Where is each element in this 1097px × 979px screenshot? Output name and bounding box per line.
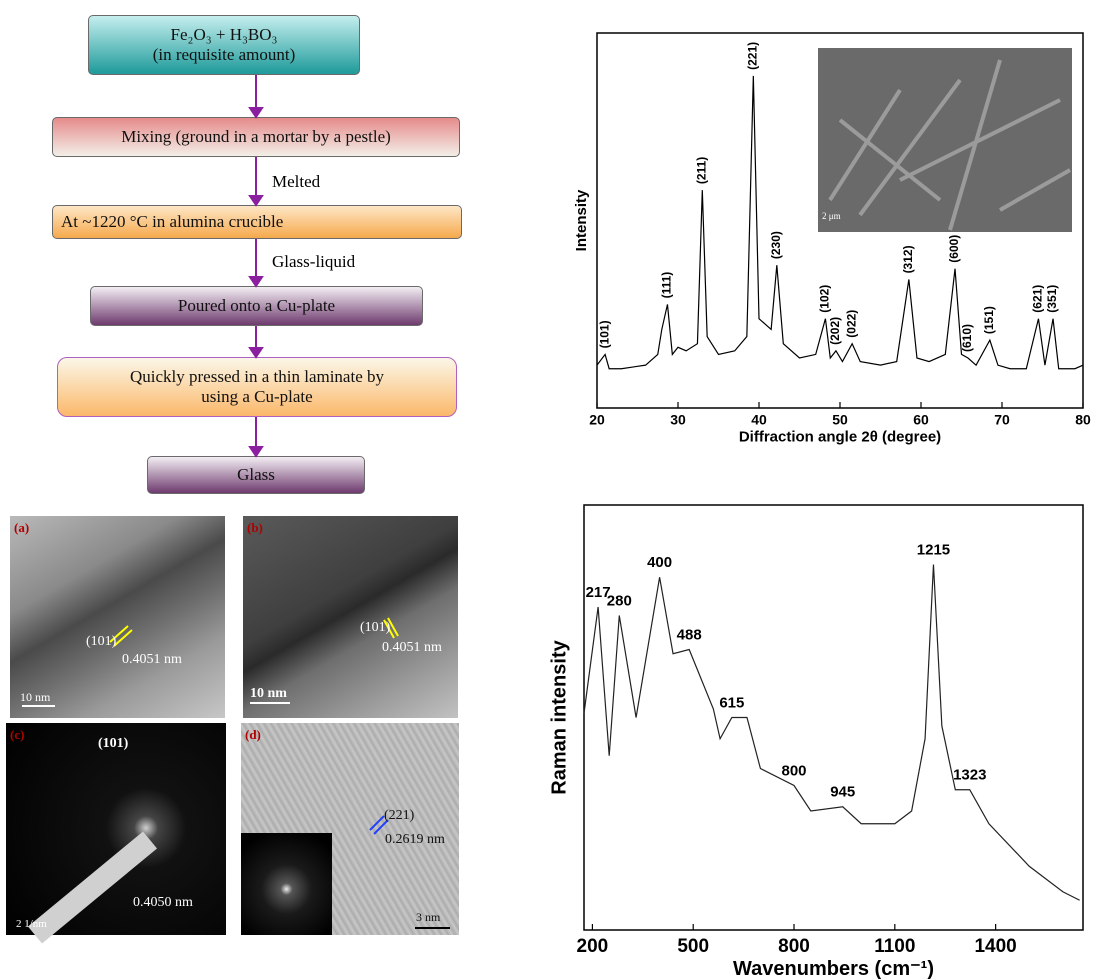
peak-label: (610) xyxy=(960,324,974,352)
x-axis-title: Diffraction angle 2θ (degree) xyxy=(739,428,941,445)
y-axis-title: Intensity xyxy=(573,189,590,251)
node-text: At ~1220 °C in alumina crucible xyxy=(61,211,284,231)
flow-node: At ~1220 °C in alumina crucible xyxy=(52,205,462,239)
spacing-label: 0.4051 nm xyxy=(382,640,442,655)
x-tick-label: 30 xyxy=(670,411,686,427)
flow-node: Quickly pressed in a thin laminate by us… xyxy=(57,357,457,417)
x-tick-label: 20 xyxy=(589,411,605,427)
peak-label: 800 xyxy=(782,762,807,779)
x-tick-label: 1400 xyxy=(974,936,1016,957)
scale-label: 10 nm xyxy=(250,686,287,701)
plane-label: (101) xyxy=(98,736,129,751)
x-tick-label: 80 xyxy=(1075,411,1091,427)
node-text: Poured onto a Cu-plate xyxy=(177,295,336,315)
panel-label: (a) xyxy=(14,520,30,535)
peak-label: 1215 xyxy=(917,541,950,558)
peak-label: (312) xyxy=(901,245,915,273)
peak-label: (600) xyxy=(947,235,961,263)
inset-scale-label: 2 μm xyxy=(822,211,841,221)
flow-node: Fe₂O₃ + H₃BO₃ (in requisite amount) xyxy=(88,15,360,75)
node-text: (in requisite amount) xyxy=(152,45,296,64)
peak-label: 945 xyxy=(830,784,855,801)
x-tick-label: 70 xyxy=(994,411,1010,427)
x-tick-label: 50 xyxy=(832,411,848,427)
peak-label: (022) xyxy=(844,310,858,338)
plane-label: (101) xyxy=(360,620,391,635)
plane-label: (101) xyxy=(86,634,117,649)
peak-label: (202) xyxy=(828,317,842,345)
fft-inset xyxy=(241,833,332,935)
node-text: Quickly pressed in a thin laminate by xyxy=(130,366,384,386)
lattice-markers xyxy=(22,617,450,944)
plot-frame xyxy=(583,504,1084,931)
saed-image xyxy=(6,723,226,935)
peak-label: (230) xyxy=(769,231,783,259)
peak-label: 488 xyxy=(677,626,702,643)
peak-label: (211) xyxy=(694,157,708,184)
panel-label: (b) xyxy=(247,520,263,535)
sem-inset xyxy=(818,48,1072,232)
flow-node: Mixing (ground in a mortar by a pestle) xyxy=(52,117,460,157)
spacing-label: 0.4050 nm xyxy=(133,895,193,910)
peak-label: (102) xyxy=(818,285,832,313)
node-text: using a Cu-plate xyxy=(201,387,313,406)
peak-label: (101) xyxy=(597,320,611,348)
sem-texture xyxy=(828,59,1071,231)
spacing-label: 0.2619 nm xyxy=(385,832,445,847)
peak-label: (221) xyxy=(746,42,760,70)
edge-label: Melted xyxy=(272,172,321,191)
x-tick-label: 40 xyxy=(751,411,767,427)
data-line xyxy=(596,75,1084,370)
edge-label: Glass-liquid xyxy=(272,252,356,271)
peak-label: 615 xyxy=(719,694,744,711)
node-text: Mixing (ground in a mortar by a pestle) xyxy=(121,126,391,146)
tem-image xyxy=(243,516,458,718)
plane-label: (221) xyxy=(384,808,415,823)
scale-label: 3 nm xyxy=(416,910,441,924)
spacing-label: 0.4051 nm xyxy=(122,652,182,667)
x-tick-label: 800 xyxy=(778,936,810,957)
x-tick-label: 60 xyxy=(913,411,929,427)
scale-label: 2 1/nm xyxy=(16,918,47,930)
peak-label: (111) xyxy=(660,272,674,299)
y-axis-title: Raman intensity xyxy=(548,639,570,794)
flow-arrows xyxy=(248,75,264,458)
x-tick-label: 1100 xyxy=(874,936,915,957)
panel-label: (c) xyxy=(10,727,25,742)
panel-label: (d) xyxy=(245,727,261,742)
peak-label: 400 xyxy=(647,554,672,571)
peak-label: 1323 xyxy=(953,767,986,784)
node-text: Fe₂O₃ + H₃BO₃ xyxy=(170,24,278,44)
node-text: Glass xyxy=(237,464,275,484)
x-axis-title: Wavenumbers (cm⁻¹) xyxy=(733,958,934,979)
x-tick-label: 200 xyxy=(577,936,609,957)
data-line xyxy=(583,564,1080,901)
scale-label: 10 nm xyxy=(20,690,51,704)
peak-label: 280 xyxy=(607,592,632,609)
peak-label: (351) xyxy=(1045,285,1059,313)
peak-label: (151) xyxy=(982,306,996,334)
peak-label: (621) xyxy=(1031,285,1045,313)
x-tick-label: 500 xyxy=(677,936,709,957)
peak-label: 217 xyxy=(586,584,611,601)
tem-image xyxy=(10,516,225,718)
